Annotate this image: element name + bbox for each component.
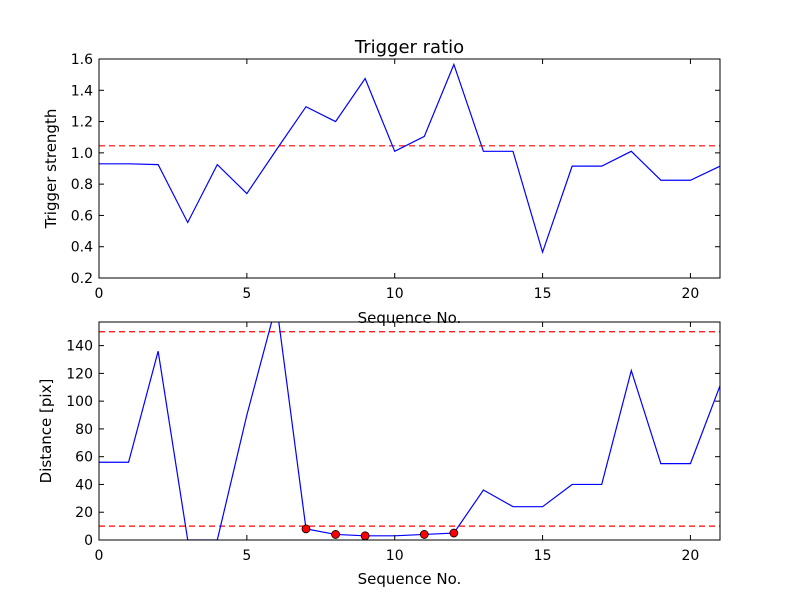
trigger-x-tick-label: 5	[242, 286, 251, 302]
distance-y-tick-label: 40	[75, 477, 93, 493]
trigger-series-line	[99, 62, 720, 255]
distance-marker-point	[331, 530, 340, 539]
trigger-ratio-axes-frame	[98, 58, 721, 279]
distance-marker-point	[419, 530, 429, 539]
trigger-strength-ylabel: Trigger strength	[42, 109, 60, 230]
distance-y-tick-label: 20	[75, 505, 93, 521]
distance-y-tick-label: 0	[84, 533, 93, 549]
trigger-ratio-ticks: 0 5 10 15 20 0.2 0.4 0.6 0.8 1.0 1.2 1.4 1.6	[71, 52, 720, 302]
distance-marker-point	[301, 524, 311, 534]
distance-xlabel: Sequence No.	[358, 570, 462, 588]
trigger-x-tick-label: 20	[682, 286, 700, 302]
distance-x-tick-label: 15	[534, 548, 552, 564]
distance-x-tick-label: 20	[682, 548, 700, 564]
distance-y-tick-label: 80	[75, 422, 93, 438]
distance-y-tick-label: 140	[66, 339, 93, 355]
trigger-y-tick-label: 0.6	[71, 208, 93, 224]
trigger-ratio-panel: Trigger ratio Trigger strength Sequence …	[42, 37, 721, 327]
distance-y-tick-label: 100	[66, 394, 93, 410]
distance-marker-point	[360, 531, 370, 540]
trigger-ratio-title: Trigger ratio	[354, 37, 464, 58]
distance-ylabel: Distance [pix]	[37, 379, 55, 484]
distance-axes-frame	[98, 321, 721, 541]
distance-y-tick-label: 60	[75, 450, 93, 466]
trigger-ratio-plot-area	[99, 62, 720, 255]
trigger-y-tick-label: 1.4	[71, 83, 93, 99]
trigger-x-tick-label: 10	[386, 286, 404, 302]
distance-x-tick-label: 5	[242, 548, 251, 564]
distance-x-tick-label: 0	[95, 548, 104, 564]
trigger-y-tick-label: 0.4	[71, 240, 93, 256]
trigger-y-tick-label: 1.0	[71, 146, 93, 162]
trigger-y-tick-label: 1.2	[71, 115, 93, 131]
distance-marker-point	[449, 528, 459, 538]
trigger-y-tick-label: 0.2	[71, 271, 93, 287]
distance-series-line	[99, 322, 720, 540]
trigger-x-tick-label: 0	[95, 286, 104, 302]
distance-panel: Distance [pix] Sequence No. 0 5 10 15 20 0 20 4…	[37, 321, 721, 588]
distance-ticks: 0 5 10 15 20 0 20 40 60 80 100 120 140	[66, 322, 720, 564]
trigger-y-tick-label: 0.8	[71, 177, 93, 193]
trigger-ratio-xlabel: Sequence No.	[358, 309, 462, 327]
trigger-x-tick-label: 15	[534, 286, 552, 302]
distance-x-tick-label: 10	[386, 548, 404, 564]
distance-y-tick-label: 120	[66, 366, 93, 382]
trigger-y-tick-label: 1.6	[71, 52, 93, 68]
